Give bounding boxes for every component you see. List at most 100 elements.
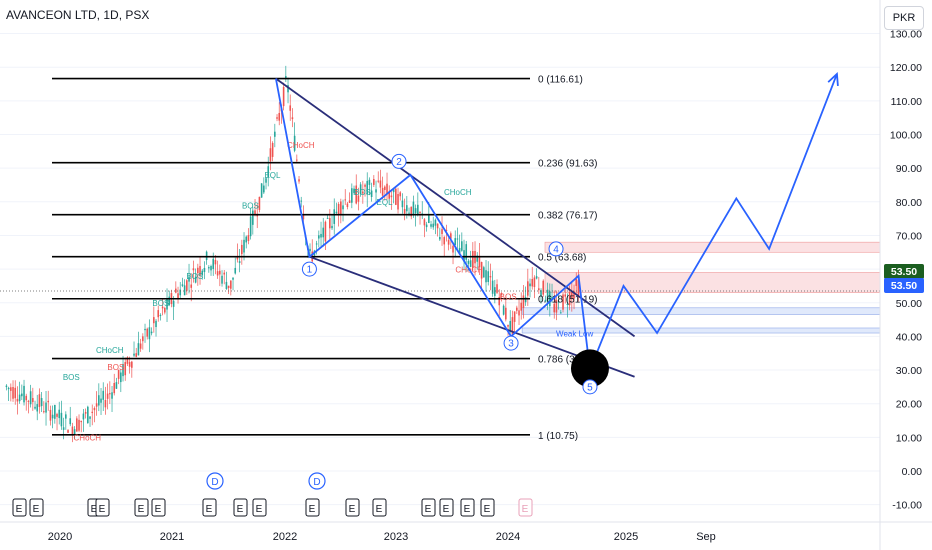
fib-retracement[interactable]: 0 (116.61) 0.236 (91.63) 0.382 (76.17) 0.5 … xyxy=(52,75,598,442)
candle-body xyxy=(254,210,256,216)
candle-body xyxy=(399,192,402,197)
earnings-marker[interactable] xyxy=(12,498,27,517)
earnings-marker[interactable] xyxy=(345,498,360,517)
candle-body xyxy=(12,387,14,399)
candle-body xyxy=(260,183,263,198)
earnings-marker[interactable] xyxy=(305,498,320,517)
candle-body xyxy=(188,276,190,282)
candle-body xyxy=(117,369,120,379)
projection-line[interactable] xyxy=(275,73,838,371)
structure-label: CHoCH xyxy=(74,434,102,443)
candle-body xyxy=(10,387,12,391)
earnings-marker[interactable] xyxy=(151,498,166,517)
candle-body xyxy=(533,277,536,288)
dividend-label: D xyxy=(313,477,320,488)
dividend-marker[interactable] xyxy=(206,472,224,490)
y-tick-label: 80.00 xyxy=(896,197,922,209)
candle-body xyxy=(342,205,344,210)
candle-body xyxy=(60,412,63,427)
candle-body xyxy=(78,419,80,431)
candle-body xyxy=(300,200,303,202)
candle-body xyxy=(212,258,215,269)
candle-body xyxy=(315,243,318,245)
earnings-marker[interactable] xyxy=(439,498,454,517)
candle-body xyxy=(346,203,349,208)
earnings-marker[interactable] xyxy=(202,498,217,517)
projection-path[interactable] xyxy=(0,72,880,388)
candle-body xyxy=(201,270,204,276)
time-axis[interactable]: 2020 2021 2022 2023 2024 2025 Sep xyxy=(0,521,932,543)
wedge-upper-line[interactable] xyxy=(275,77,636,338)
candle-body xyxy=(562,294,564,310)
candle-body xyxy=(408,212,410,214)
candle-body xyxy=(236,256,239,260)
earnings-marker[interactable] xyxy=(480,498,495,517)
candle-body xyxy=(155,320,157,328)
candle-body xyxy=(478,255,481,268)
candle-body xyxy=(285,76,287,80)
candle-body xyxy=(144,328,146,331)
candle-body xyxy=(80,420,83,423)
candle-body xyxy=(84,412,87,414)
candle-body xyxy=(67,430,69,433)
price-axis[interactable]: 130.00120.00110.00100.0090.0080.0070.006… xyxy=(879,0,932,550)
candle-body xyxy=(267,166,270,178)
earnings-label: E xyxy=(155,504,162,515)
earnings-marker[interactable] xyxy=(518,498,533,517)
y-tick-label: -10.00 xyxy=(892,500,922,512)
structure-label: EQL xyxy=(377,198,394,207)
candle-body xyxy=(417,204,419,215)
candle-body xyxy=(289,105,292,111)
candle-body xyxy=(428,215,430,224)
candle-body xyxy=(505,307,507,320)
candle-body xyxy=(14,387,17,399)
candle-body xyxy=(82,413,85,420)
candle-body xyxy=(221,275,223,284)
event-markers[interactable]: E E E E E E E E E E E E E E E E ED D xyxy=(12,472,533,517)
candle-body xyxy=(542,280,545,295)
earnings-marker[interactable] xyxy=(134,498,149,517)
earnings-marker[interactable] xyxy=(252,498,267,517)
candles xyxy=(5,65,580,443)
earnings-marker[interactable] xyxy=(233,498,248,517)
candle-body xyxy=(529,283,531,287)
candle-body xyxy=(245,236,248,243)
candle-body xyxy=(271,142,274,157)
candle-body xyxy=(197,267,199,274)
earnings-label: E xyxy=(237,504,244,515)
earnings-marker[interactable] xyxy=(29,498,44,517)
earnings-label: E xyxy=(91,504,98,515)
candle-body xyxy=(487,271,490,282)
candle-body xyxy=(544,299,547,302)
candle-body xyxy=(133,353,135,356)
candle-body xyxy=(309,248,311,252)
candle-body xyxy=(546,289,549,304)
candle-body xyxy=(513,311,516,322)
earnings-marker[interactable] xyxy=(95,498,110,517)
candle-body xyxy=(25,395,28,401)
earnings-marker[interactable] xyxy=(372,498,387,517)
candle-body xyxy=(401,200,404,208)
earnings-marker[interactable] xyxy=(460,498,475,517)
currency-button[interactable]: PKR xyxy=(884,6,924,30)
x-tick-label: Sep xyxy=(696,531,716,543)
fib-level-label: 0 (116.61) xyxy=(538,75,583,86)
candle-body xyxy=(111,392,113,399)
candle-body xyxy=(318,235,320,239)
earnings-label: E xyxy=(206,504,213,515)
candle-body xyxy=(571,291,573,300)
dividend-marker[interactable] xyxy=(308,472,326,490)
candle-body xyxy=(388,191,391,199)
wave-label: 4 xyxy=(553,244,559,255)
candle-body xyxy=(126,357,129,364)
candle-body xyxy=(540,290,542,297)
candle-body xyxy=(293,135,296,151)
candle-body xyxy=(21,393,23,397)
candle-body xyxy=(227,285,230,288)
candle-body xyxy=(441,229,443,235)
candle-body xyxy=(89,416,91,419)
earnings-marker[interactable] xyxy=(421,498,436,517)
candle-body xyxy=(465,244,468,260)
candle-body xyxy=(214,259,217,265)
